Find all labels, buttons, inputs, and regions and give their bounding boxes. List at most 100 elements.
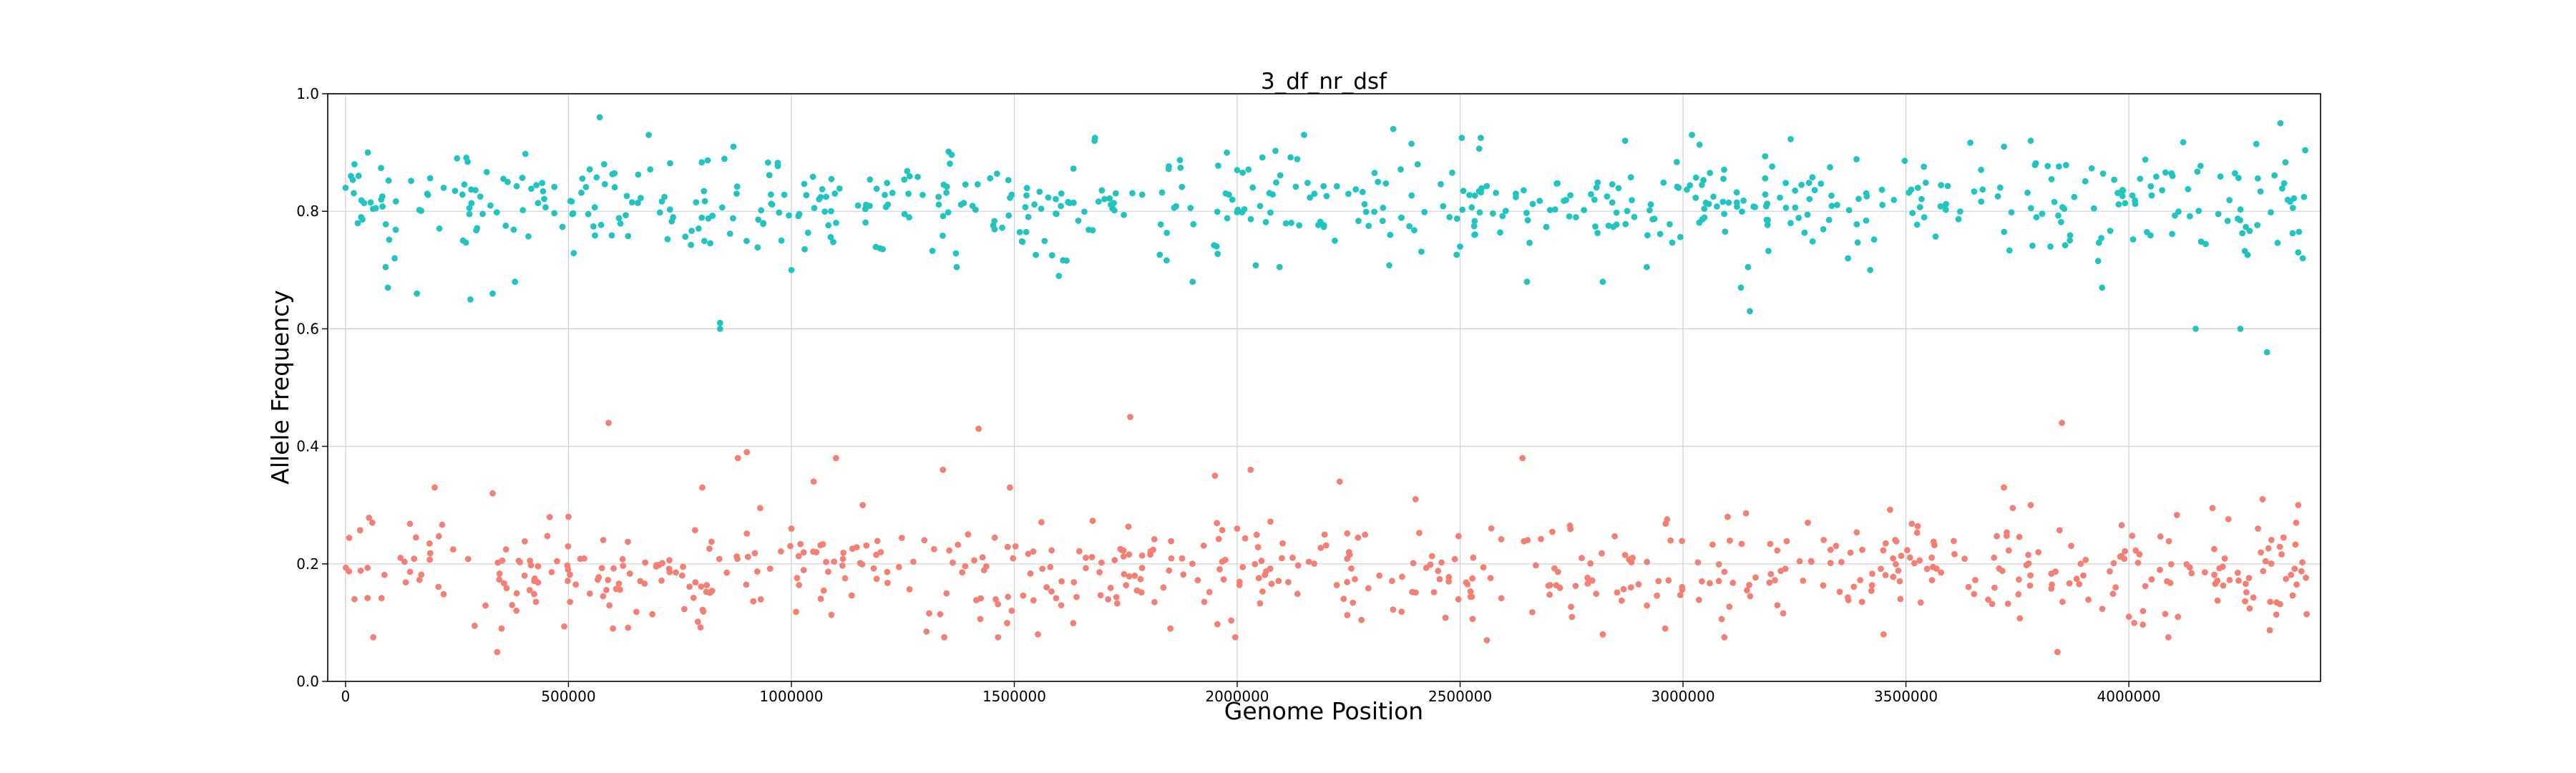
- data-point: [801, 245, 808, 253]
- data-point: [2293, 520, 2300, 526]
- data-point: [1989, 601, 1996, 608]
- data-point: [1158, 189, 1166, 196]
- data-point: [776, 209, 783, 216]
- data-point: [1536, 198, 1543, 204]
- data-point: [778, 237, 785, 244]
- data-point: [1147, 551, 1153, 558]
- data-point: [1030, 597, 1037, 604]
- data-point: [638, 195, 644, 201]
- data-point: [1451, 555, 1458, 563]
- data-point: [2061, 205, 2068, 213]
- data-point: [2047, 243, 2054, 250]
- data-point: [1795, 215, 1802, 221]
- data-point: [385, 177, 392, 184]
- data-point: [1249, 184, 1257, 191]
- data-point: [955, 541, 962, 548]
- data-point: [2055, 212, 2062, 219]
- data-point: [1921, 214, 1928, 220]
- data-point: [1850, 583, 1858, 590]
- data-point: [873, 575, 880, 583]
- data-point: [1294, 156, 1301, 162]
- data-point: [1131, 573, 1138, 579]
- data-point: [825, 568, 831, 575]
- data-point: [1551, 206, 1558, 213]
- data-point: [1120, 553, 1127, 560]
- data-point: [1497, 229, 1503, 236]
- data-point: [794, 575, 801, 581]
- data-point: [600, 593, 607, 600]
- data-point: [692, 579, 699, 585]
- data-point: [1471, 218, 1478, 225]
- data-point: [862, 219, 869, 226]
- data-point: [1075, 218, 1082, 224]
- data-point: [1022, 204, 1029, 210]
- data-point: [1838, 558, 1845, 565]
- data-point: [522, 150, 529, 157]
- data-point: [1058, 578, 1065, 585]
- data-point: [1023, 228, 1030, 235]
- data-point: [1752, 204, 1759, 210]
- data-point: [1226, 191, 1232, 198]
- data-point: [642, 559, 649, 566]
- data-point: [591, 204, 598, 211]
- data-point: [2226, 577, 2233, 583]
- data-point: [774, 162, 781, 170]
- data-point: [1096, 569, 1103, 575]
- data-point: [1621, 552, 1629, 558]
- data-point: [358, 214, 365, 220]
- data-point: [1721, 634, 1728, 641]
- data-point: [1458, 135, 1465, 142]
- data-point: [819, 541, 826, 548]
- data-point: [1644, 263, 1650, 271]
- data-point: [754, 244, 761, 251]
- data-point: [2085, 596, 2092, 603]
- data-point: [853, 544, 860, 550]
- data-point: [1176, 157, 1184, 164]
- data-point: [1047, 563, 1054, 570]
- data-point: [2225, 516, 2232, 522]
- data-point: [2066, 580, 2073, 587]
- data-point: [1446, 214, 1453, 220]
- data-point: [1445, 578, 1452, 585]
- data-point: [957, 201, 965, 208]
- data-point: [1887, 506, 1893, 513]
- data-point: [1689, 132, 1695, 138]
- data-point: [1138, 565, 1146, 571]
- data-point: [1073, 593, 1080, 601]
- data-point: [2289, 205, 2296, 211]
- data-point: [2266, 627, 2273, 633]
- data-point: [1189, 560, 1196, 567]
- data-point: [1566, 522, 1574, 529]
- data-point: [863, 542, 870, 549]
- data-point: [2001, 484, 2008, 491]
- data-point: [2165, 538, 2172, 545]
- data-point: [2026, 582, 2034, 589]
- data-point: [568, 198, 575, 205]
- data-point: [708, 538, 715, 545]
- data-point: [570, 250, 577, 257]
- data-point: [1965, 583, 1972, 590]
- data-point: [1241, 535, 1249, 542]
- data-point: [694, 618, 701, 626]
- data-point: [561, 623, 567, 630]
- data-point: [1229, 196, 1236, 203]
- data-point: [2244, 251, 2251, 258]
- data-point: [1692, 195, 1699, 201]
- data-point: [489, 490, 496, 497]
- data-point: [2001, 143, 2008, 150]
- data-point: [2135, 559, 2142, 566]
- data-point: [1764, 200, 1771, 207]
- data-point: [833, 220, 839, 226]
- data-point: [426, 540, 433, 547]
- data-point: [2144, 228, 2150, 235]
- data-point: [1752, 574, 1759, 581]
- data-point: [1449, 170, 1455, 176]
- data-point: [666, 569, 673, 575]
- data-point: [565, 543, 572, 550]
- data-point: [1320, 183, 1327, 190]
- data-point: [386, 236, 393, 243]
- data-point: [1740, 197, 1747, 204]
- data-point: [709, 213, 716, 219]
- data-point: [1882, 540, 1889, 547]
- data-point: [1070, 579, 1078, 585]
